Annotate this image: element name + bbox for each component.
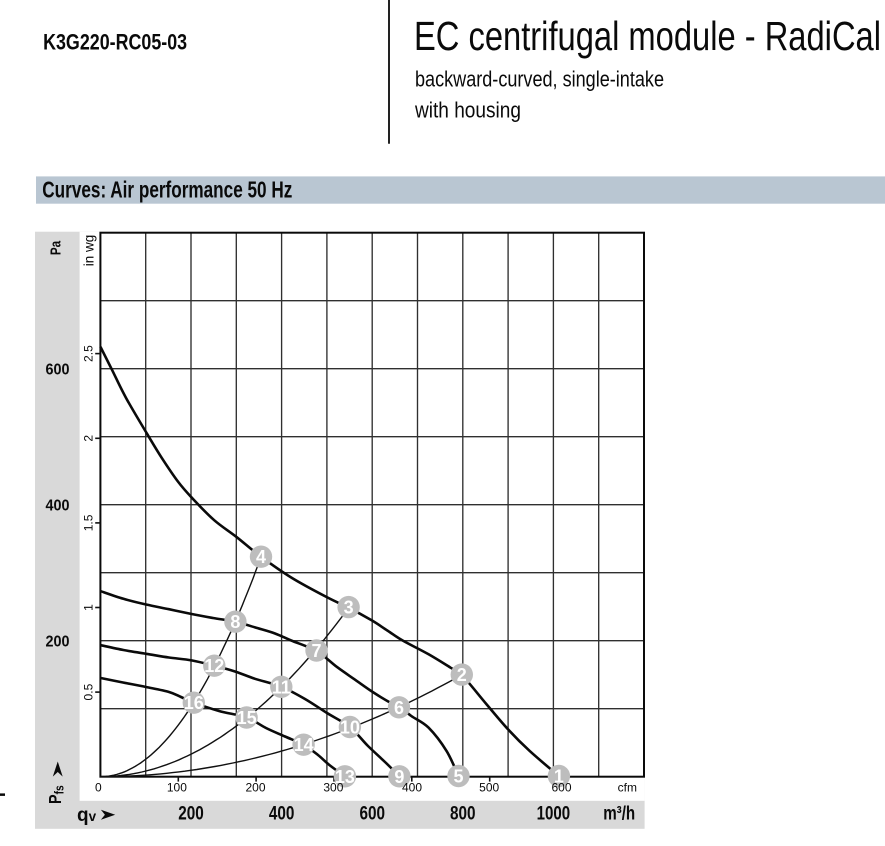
svg-text:200: 200	[178, 803, 204, 824]
svg-text:400: 400	[269, 803, 295, 824]
svg-text:m³/h: m³/h	[603, 803, 635, 824]
svg-text:K3G220-RC05-03: K3G220-RC05-03	[43, 29, 187, 54]
svg-text:7: 7	[311, 641, 321, 661]
svg-text:200: 200	[46, 634, 70, 651]
svg-text:8: 8	[230, 612, 240, 632]
svg-text:Curves: Air performance 50 Hz: Curves: Air performance 50 Hz	[42, 177, 292, 203]
svg-text:10: 10	[340, 718, 360, 738]
svg-text:1000: 1000	[537, 803, 571, 824]
svg-text:600: 600	[46, 362, 70, 379]
svg-text:qv: qv	[77, 805, 97, 826]
svg-text:1: 1	[554, 767, 564, 787]
svg-text:15: 15	[237, 708, 257, 728]
svg-text:100: 100	[167, 780, 187, 794]
svg-text:500: 500	[479, 780, 499, 794]
svg-text:200: 200	[245, 780, 265, 794]
svg-text:11: 11	[272, 677, 291, 697]
svg-text:400: 400	[46, 498, 70, 515]
svg-text:backward-curved, single-intake: backward-curved, single-intake	[415, 67, 664, 92]
svg-text:2: 2	[457, 665, 467, 685]
svg-text:16: 16	[184, 693, 204, 713]
svg-text:400: 400	[402, 780, 422, 794]
svg-text:600: 600	[359, 803, 385, 824]
svg-text:in wg: in wg	[82, 235, 97, 267]
svg-text:800: 800	[450, 803, 476, 824]
svg-text:3: 3	[344, 598, 354, 618]
svg-text:Pa: Pa	[47, 240, 64, 255]
svg-text:13: 13	[335, 767, 355, 787]
svg-text:4: 4	[256, 547, 266, 567]
svg-text:6: 6	[394, 698, 404, 718]
svg-text:12: 12	[204, 656, 224, 676]
svg-text:1: 1	[82, 604, 96, 611]
svg-text:300: 300	[323, 780, 343, 794]
svg-text:600: 600	[551, 780, 571, 794]
svg-text:14: 14	[294, 735, 314, 755]
svg-text:5: 5	[453, 767, 463, 787]
svg-text:0: 0	[95, 780, 102, 794]
svg-text:EC centrifugal module - RadiCa: EC centrifugal module - RadiCal	[414, 13, 881, 59]
svg-text:9: 9	[394, 767, 404, 787]
svg-text:0.5: 0.5	[82, 683, 96, 700]
svg-text:2.5: 2.5	[82, 345, 96, 362]
svg-text:1.5: 1.5	[82, 514, 96, 531]
svg-text:cfm: cfm	[618, 780, 637, 794]
svg-text:with housing: with housing	[414, 98, 521, 123]
svg-text:2: 2	[82, 435, 96, 442]
